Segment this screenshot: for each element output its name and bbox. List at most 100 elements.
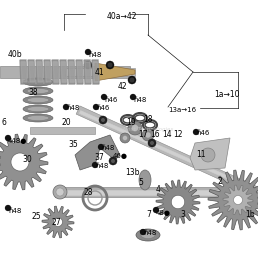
Polygon shape [92, 60, 99, 84]
Polygon shape [53, 62, 59, 82]
Text: 16: 16 [150, 130, 160, 139]
Text: 14: 14 [162, 130, 172, 139]
Circle shape [193, 129, 199, 135]
Circle shape [233, 196, 243, 205]
Polygon shape [42, 206, 74, 238]
Circle shape [150, 141, 154, 145]
Polygon shape [57, 189, 256, 195]
Circle shape [53, 217, 62, 226]
Circle shape [101, 118, 105, 122]
Polygon shape [45, 62, 51, 82]
Text: Next Technologies: Next Technologies [123, 127, 173, 133]
Text: 35: 35 [68, 140, 78, 149]
Ellipse shape [56, 188, 64, 196]
Polygon shape [30, 126, 95, 133]
Circle shape [171, 195, 185, 209]
Polygon shape [77, 62, 83, 82]
Circle shape [93, 104, 99, 110]
Circle shape [130, 78, 134, 82]
Polygon shape [68, 60, 75, 84]
Text: 5: 5 [138, 178, 143, 187]
Ellipse shape [139, 170, 151, 190]
Circle shape [11, 153, 29, 171]
Circle shape [140, 229, 146, 235]
Circle shape [101, 94, 107, 100]
Polygon shape [85, 62, 91, 82]
Polygon shape [60, 60, 67, 84]
Polygon shape [75, 135, 120, 170]
Polygon shape [65, 68, 135, 76]
Text: 25: 25 [32, 212, 42, 221]
Polygon shape [21, 62, 27, 82]
Ellipse shape [23, 78, 53, 86]
Polygon shape [190, 138, 230, 170]
Text: 18: 18 [143, 115, 152, 124]
Ellipse shape [23, 105, 53, 113]
Circle shape [153, 207, 159, 213]
Text: 40a→42: 40a→42 [107, 12, 138, 21]
Polygon shape [95, 63, 135, 81]
Ellipse shape [23, 87, 53, 95]
Text: 37: 37 [94, 153, 104, 162]
Polygon shape [0, 134, 48, 190]
Text: 42: 42 [118, 82, 128, 91]
Polygon shape [36, 60, 43, 84]
Circle shape [145, 132, 151, 138]
Text: ň48: ň48 [88, 52, 101, 58]
Ellipse shape [27, 106, 49, 112]
Ellipse shape [23, 114, 53, 122]
Text: ň48: ň48 [101, 145, 114, 151]
Ellipse shape [27, 88, 49, 94]
Circle shape [123, 135, 127, 141]
Text: 38: 38 [28, 88, 38, 97]
Circle shape [120, 133, 130, 143]
Text: 13a→16: 13a→16 [168, 107, 196, 113]
Text: 13b: 13b [125, 168, 140, 177]
Circle shape [5, 135, 11, 141]
Polygon shape [69, 62, 75, 82]
Text: 1a→10: 1a→10 [214, 90, 239, 99]
Ellipse shape [27, 79, 49, 85]
Polygon shape [156, 180, 200, 224]
Text: ň46: ň46 [196, 130, 209, 136]
Text: 3: 3 [180, 210, 185, 219]
Circle shape [148, 139, 156, 147]
Polygon shape [76, 60, 83, 84]
Ellipse shape [141, 232, 155, 238]
Text: 4: 4 [156, 185, 161, 194]
Text: 12: 12 [173, 130, 182, 139]
Polygon shape [29, 62, 35, 82]
Text: 19: 19 [126, 118, 136, 127]
Text: ň48: ň48 [66, 105, 79, 111]
Circle shape [99, 116, 107, 124]
Text: 17: 17 [138, 130, 148, 139]
Text: ň46: ň46 [104, 97, 117, 103]
Circle shape [128, 121, 142, 135]
Circle shape [108, 62, 112, 68]
Text: ň48: ň48 [133, 97, 146, 103]
Text: 1b: 1b [245, 210, 255, 219]
Ellipse shape [23, 96, 53, 104]
Circle shape [92, 162, 98, 168]
Polygon shape [223, 185, 253, 215]
Circle shape [128, 76, 136, 84]
Ellipse shape [136, 229, 160, 241]
Polygon shape [79, 111, 257, 191]
Circle shape [85, 62, 91, 68]
Polygon shape [55, 187, 258, 197]
Polygon shape [84, 60, 91, 84]
Polygon shape [44, 60, 51, 84]
Text: ň48: ň48 [143, 230, 156, 236]
Circle shape [63, 104, 69, 110]
Text: 7: 7 [146, 210, 151, 219]
Circle shape [98, 144, 104, 150]
Polygon shape [0, 66, 130, 78]
Circle shape [130, 94, 136, 100]
Text: 30: 30 [22, 155, 32, 164]
Circle shape [85, 49, 91, 55]
Polygon shape [208, 170, 258, 230]
Text: ň46: ň46 [96, 105, 109, 111]
Polygon shape [61, 62, 67, 82]
Circle shape [142, 129, 154, 141]
Polygon shape [76, 106, 258, 196]
